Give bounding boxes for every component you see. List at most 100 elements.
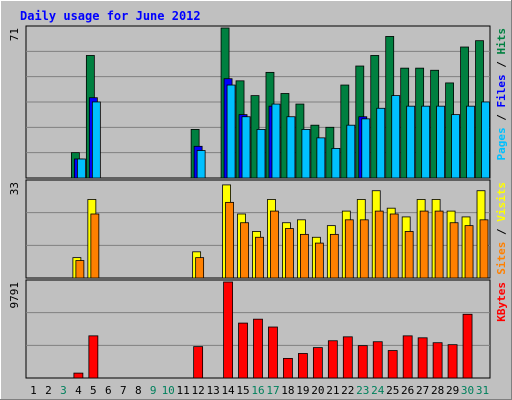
bar-sites-day-23 — [359, 219, 369, 279]
bar-kbytes-day-15 — [238, 322, 248, 379]
x-tick-label: 11 — [177, 384, 190, 397]
x-axis-labels: 1 2 3 4 5 6 7 8 9 10 11 12 13 14 15 16 17 18 19 20 21 22 23 24 2… — [30, 384, 489, 397]
x-tick-label: 26 — [401, 384, 414, 397]
bar-kbytes-day-29 — [447, 344, 458, 379]
bar-sites-day-17 — [270, 210, 279, 279]
x-tick-label: 29 — [446, 384, 459, 397]
x-tick-label: 24 — [371, 384, 385, 397]
panel-max-label: 9791 — [8, 282, 21, 309]
x-tick-label: 27 — [416, 384, 429, 397]
x-tick-label: 15 — [236, 384, 249, 397]
legend-entry: Visits — [495, 182, 508, 222]
x-tick-label: 13 — [206, 384, 219, 397]
x-tick-label: 1 — [30, 384, 37, 397]
bar-pages-day-17 — [271, 103, 281, 179]
bar-sites-day-20 — [314, 242, 324, 279]
bar-pages-day-24 — [376, 107, 386, 179]
bar-kbytes-day-18 — [283, 357, 293, 379]
bar-pages-day-14 — [226, 84, 236, 179]
bar-kbytes-day-30 — [462, 313, 473, 379]
x-tick-label: 10 — [162, 384, 175, 397]
x-tick-label: 8 — [135, 384, 142, 397]
bar-pages-day-21 — [331, 148, 341, 179]
legend-entry: Files — [495, 74, 508, 107]
x-tick-label: 4 — [75, 384, 82, 397]
bar-kbytes-day-16 — [253, 318, 263, 379]
bar-pages-day-5 — [91, 101, 101, 179]
bar-sites-day-25 — [389, 213, 399, 279]
bar-sites-day-28 — [434, 210, 444, 279]
chart-title: Daily usage for June 2012 — [20, 9, 201, 23]
bar-pages-day-29 — [451, 114, 460, 179]
bar-kbytes-day-19 — [298, 353, 308, 379]
bar-kbytes-day-26 — [402, 335, 413, 379]
bar-pages-day-16 — [256, 129, 266, 179]
x-tick-label: 31 — [476, 384, 489, 397]
bar-kbytes-day-24 — [372, 341, 383, 379]
x-tick-label: 5 — [90, 384, 97, 397]
bar-sites-day-18 — [285, 228, 294, 279]
bar-pages-day-28 — [436, 105, 446, 179]
bar-kbytes-day-28 — [432, 342, 443, 379]
x-tick-label: 21 — [326, 384, 339, 397]
x-tick-label: 22 — [341, 384, 354, 397]
bar-pages-day-27 — [421, 105, 431, 179]
bar-kbytes-day-20 — [312, 347, 323, 379]
x-tick-label: 28 — [431, 384, 444, 397]
x-tick-label: 30 — [461, 384, 474, 397]
bar-sites-day-14 — [225, 201, 234, 279]
bar-pages-day-23 — [361, 118, 371, 179]
bar-sites-day-26 — [404, 231, 414, 279]
bar-pages-day-25 — [391, 95, 401, 179]
bar-kbytes-day-27 — [417, 337, 428, 379]
bar-kbytes-day-22 — [342, 336, 353, 379]
bar-sites-day-5 — [90, 213, 100, 279]
bar-sites-day-29 — [449, 222, 459, 279]
x-tick-label: 16 — [251, 384, 264, 397]
bar-pages-day-12 — [196, 150, 206, 179]
x-tick-label: 17 — [266, 384, 279, 397]
legend-entry: / — [495, 222, 508, 242]
x-tick-label: 2 — [45, 384, 52, 397]
bar-kbytes-day-14 — [223, 281, 233, 379]
bar-sites-day-15 — [240, 222, 249, 279]
bar-sites-day-31 — [479, 219, 489, 279]
bar-sites-day-4 — [75, 260, 85, 279]
legend-entry: Sites — [495, 242, 508, 275]
bar-kbytes-day-17 — [268, 326, 278, 379]
bar-sites-day-30 — [464, 225, 474, 279]
bar-pages-day-22 — [346, 124, 356, 179]
panel-legend: KBytes — [495, 282, 508, 322]
bar-pages-day-31 — [481, 101, 490, 179]
panel-legend: Pages / Files / Hits — [495, 28, 508, 161]
x-tick-label: 7 — [120, 384, 127, 397]
bar-kbytes-day-25 — [387, 350, 398, 379]
x-tick-label: 3 — [60, 384, 67, 397]
legend-entry: Pages — [495, 127, 508, 160]
x-tick-label: 20 — [311, 384, 324, 397]
bar-sites-day-24 — [374, 210, 384, 279]
bar-pages-day-15 — [241, 116, 251, 179]
panel-legend: Sites / Visits — [495, 182, 508, 275]
bar-kbytes-day-4 — [73, 372, 84, 379]
panel-max-label: 33 — [8, 182, 21, 195]
legend-entry: / — [495, 55, 508, 75]
panel-visits_sites: 33 Sites / Visits — [8, 179, 508, 279]
panel-kbytes: 9791 KBytes — [8, 279, 508, 379]
bar-sites-day-22 — [344, 219, 354, 279]
legend-entry: / — [495, 108, 508, 128]
bar-kbytes-day-12 — [193, 346, 204, 379]
bar-sites-day-12 — [195, 257, 205, 279]
bar-kbytes-day-23 — [357, 345, 368, 379]
bar-sites-day-27 — [419, 210, 429, 279]
chart-panels: 71 Pages / Files / Hits 33 Sites / Visits 97… — [8, 25, 508, 379]
bar-pages-day-4 — [76, 158, 86, 179]
bar-sites-day-21 — [329, 233, 339, 279]
x-tick-label: 9 — [150, 384, 157, 397]
x-tick-label: 23 — [356, 384, 369, 397]
x-tick-label: 18 — [281, 384, 294, 397]
x-tick-label: 19 — [296, 384, 309, 397]
bar-pages-day-30 — [466, 105, 475, 179]
x-tick-label: 12 — [192, 384, 205, 397]
